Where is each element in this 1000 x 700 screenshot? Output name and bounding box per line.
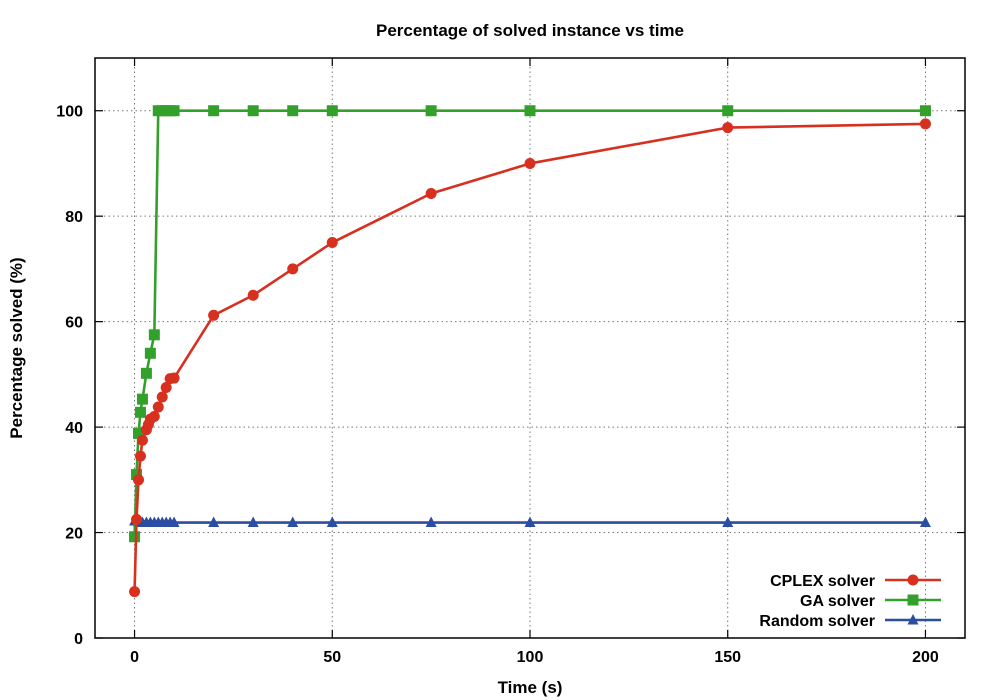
- legend-marker: [907, 574, 919, 586]
- data-point: [919, 105, 931, 117]
- series-layer: [129, 105, 931, 598]
- data-point: [136, 434, 148, 446]
- data-point: [144, 347, 156, 359]
- x-tick-label: 150: [714, 649, 741, 666]
- data-point: [287, 516, 299, 528]
- data-point: [131, 513, 143, 525]
- plot-frame: [94, 57, 966, 639]
- x-tick-label: 50: [323, 649, 341, 666]
- series-ga-solver: [129, 105, 931, 543]
- data-point: [287, 263, 299, 275]
- legend-label: GA solver: [800, 593, 875, 610]
- data-point: [136, 393, 148, 405]
- data-point: [208, 105, 220, 117]
- data-point: [425, 516, 437, 528]
- data-point: [148, 411, 160, 423]
- data-point: [524, 105, 536, 117]
- legend: CPLEX solver GA solver Random solver: [759, 573, 941, 630]
- x-axis-label: Time (s): [498, 678, 563, 697]
- data-point: [129, 586, 141, 598]
- data-point: [722, 516, 734, 528]
- x-tick-label: 0: [130, 649, 139, 666]
- data-point: [326, 105, 338, 117]
- data-point: [152, 401, 164, 413]
- data-point: [524, 157, 536, 169]
- data-point: [129, 531, 141, 543]
- data-point: [287, 105, 299, 117]
- data-point: [133, 427, 144, 439]
- x-tick-label: 100: [517, 649, 544, 666]
- data-point: [168, 516, 180, 528]
- data-point: [919, 516, 931, 528]
- data-point: [247, 105, 259, 117]
- data-point: [425, 105, 437, 117]
- legend-label: Random solver: [759, 613, 875, 630]
- data-point: [208, 309, 220, 321]
- data-point: [524, 516, 536, 528]
- ticks-layer: 0 50 100 150 200 0 20 40 60 80 100: [56, 58, 965, 666]
- data-point: [722, 122, 734, 134]
- data-point: [247, 516, 259, 528]
- legend-label: CPLEX solver: [770, 573, 875, 590]
- data-point: [133, 474, 144, 486]
- chart-title: Percentage of solved instance vs time: [376, 21, 684, 40]
- data-point: [134, 406, 146, 418]
- data-point: [168, 372, 180, 384]
- legend-item: GA solver: [800, 593, 941, 610]
- legend-item: CPLEX solver: [770, 573, 941, 590]
- data-point: [326, 237, 338, 249]
- data-point: [722, 105, 734, 117]
- data-point: [156, 391, 168, 403]
- y-axis-label: Percentage solved (%): [7, 257, 26, 438]
- x-tick-label: 200: [912, 649, 939, 666]
- legend-item: Random solver: [759, 613, 941, 630]
- data-point: [326, 516, 338, 528]
- data-point: [247, 289, 259, 301]
- data-point: [425, 188, 437, 200]
- series-random-solver: [129, 514, 931, 528]
- y-tick-label: 100: [56, 104, 83, 121]
- legend-marker: [907, 594, 919, 606]
- data-point: [148, 329, 160, 341]
- y-tick-label: 60: [65, 315, 83, 332]
- legend-marker: [907, 614, 919, 625]
- data-point: [168, 105, 180, 117]
- data-point: [160, 382, 172, 394]
- data-point: [134, 450, 146, 462]
- data-point: [208, 516, 220, 528]
- data-point: [140, 367, 152, 379]
- y-tick-label: 20: [65, 526, 83, 543]
- y-tick-label: 40: [65, 420, 83, 437]
- data-point: [919, 118, 931, 130]
- y-tick-label: 0: [74, 631, 83, 648]
- y-tick-label: 80: [65, 209, 83, 226]
- series-cplex-solver: [129, 118, 931, 598]
- grid-layer: [95, 58, 965, 638]
- data-point: [131, 469, 143, 481]
